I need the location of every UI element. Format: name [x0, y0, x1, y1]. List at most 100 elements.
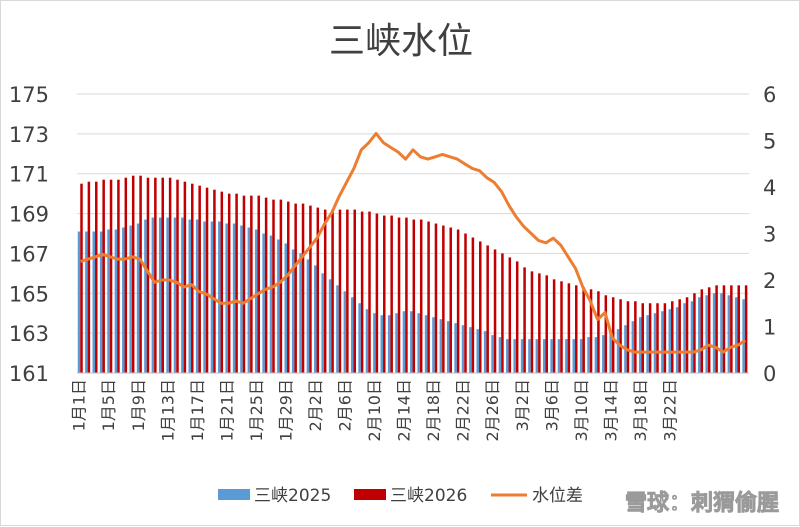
bar-2025: [683, 303, 686, 373]
bar-2025: [262, 233, 265, 373]
bar-2025: [668, 309, 672, 373]
x-axis-tick: 1月5日: [99, 379, 118, 431]
bar-2026: [279, 199, 283, 373]
bar-2026: [545, 275, 548, 373]
bar-2025: [528, 339, 531, 373]
bar-2026: [309, 205, 312, 373]
bar-2026: [730, 285, 733, 373]
bar-2026: [205, 187, 209, 373]
bar-2026: [589, 289, 593, 373]
left-axis-tick: 169: [9, 203, 49, 227]
x-axis-tick: 1月13日: [158, 379, 177, 442]
bar-2026: [619, 299, 622, 373]
bar-2025: [181, 217, 184, 373]
bar-2026: [523, 267, 526, 373]
bar-2025: [461, 325, 465, 373]
legend-label-2026: 三峡2026: [390, 486, 467, 506]
bar-2025: [173, 217, 177, 373]
bar-2025: [225, 223, 228, 373]
bar-2026: [641, 303, 644, 373]
bar-2026: [323, 209, 327, 373]
bar-2025: [520, 339, 524, 373]
bar-2025: [144, 219, 147, 373]
bar-2025: [432, 317, 435, 373]
bar-2026: [715, 285, 718, 373]
left-axis-tick: 163: [9, 322, 49, 346]
bar-2025: [380, 315, 384, 373]
bar-2025: [661, 311, 664, 373]
bar-2026: [508, 257, 512, 373]
left-axis-tick: 165: [9, 282, 49, 306]
chart-title: 三峡水位: [329, 21, 473, 62]
right-axis-tick: 2: [763, 269, 776, 293]
bar-2026: [663, 303, 667, 373]
x-axis-tick: 2月26日: [483, 379, 502, 442]
bar-2025: [506, 339, 509, 373]
bar-2026: [287, 201, 290, 373]
bar-2026: [419, 219, 423, 373]
bar-2026: [427, 221, 430, 373]
bar-2026: [707, 287, 711, 373]
bar-2026: [471, 237, 475, 373]
bar-2026: [479, 241, 482, 373]
bar-2025: [631, 321, 635, 373]
bar-2026: [301, 203, 305, 373]
bar-2025: [535, 339, 539, 373]
bar-2025: [646, 315, 649, 373]
bar-2025: [99, 231, 103, 373]
bar-2026: [567, 283, 571, 373]
bar-2025: [638, 317, 642, 373]
bar-2025: [609, 333, 612, 373]
x-axis-tick: 2月2日: [306, 379, 325, 431]
bar-2025: [328, 279, 332, 373]
bar-2026: [250, 195, 253, 373]
bar-2025: [269, 235, 273, 373]
bar-2026: [191, 183, 194, 373]
bar-2026: [671, 301, 674, 373]
legend-swatch-2026: [354, 489, 386, 500]
bar-2025: [579, 339, 583, 373]
bar-2026: [515, 261, 519, 373]
bar-2025: [151, 217, 155, 373]
legend-swatch-2025: [218, 489, 250, 500]
bar-2025: [402, 311, 406, 373]
bar-2025: [557, 339, 561, 373]
bar-2025: [712, 293, 716, 373]
bar-2026: [368, 211, 371, 373]
bar-2026: [560, 281, 563, 373]
bar-2025: [232, 223, 236, 373]
left-axis-tick: 161: [9, 362, 49, 386]
bar-2026: [257, 195, 260, 373]
bar-2026: [198, 185, 201, 373]
left-axis-tick: 171: [9, 163, 49, 187]
x-axis-tick: 3月22日: [660, 379, 679, 442]
bar-2026: [611, 297, 615, 373]
bar-2025: [565, 339, 568, 373]
bar-2025: [136, 223, 140, 373]
bar-2025: [720, 293, 723, 373]
x-axis-tick: 3月10日: [572, 379, 591, 442]
bar-2026: [538, 273, 541, 373]
bar-2026: [375, 213, 379, 373]
bar-2025: [299, 253, 302, 373]
bar-2025: [277, 239, 280, 373]
bar-2026: [242, 195, 246, 373]
bar-2026: [486, 245, 489, 373]
bar-2026: [678, 299, 681, 373]
x-axis-tick: 1月21日: [217, 379, 236, 442]
bar-2026: [575, 285, 578, 373]
bar-2025: [653, 313, 657, 373]
bar-2026: [456, 229, 460, 373]
bar-2025: [734, 297, 738, 373]
x-axis-tick: 2月10日: [365, 379, 384, 442]
bar-2026: [693, 293, 696, 373]
bar-2025: [675, 307, 679, 373]
bar-2025: [417, 313, 420, 373]
bar-2026: [102, 179, 105, 373]
bar-2025: [454, 323, 457, 373]
x-axis-tick: 3月6日: [542, 379, 561, 431]
bar-2026: [648, 303, 652, 373]
bar-2025: [395, 313, 398, 373]
watermark: 雪球：刺猬偷腥: [625, 490, 779, 516]
